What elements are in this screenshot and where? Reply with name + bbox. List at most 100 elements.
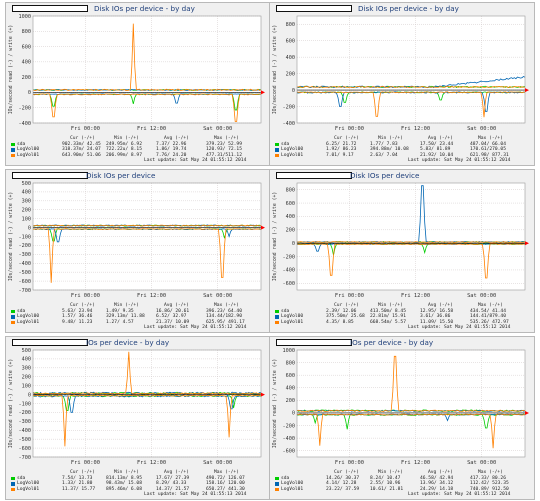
legend-row: sda 14.26/ 30.37 8.24/ 10.47 46.58/ 42.94 41… — [270, 476, 534, 482]
legend-header-cur: Cur (-/+) — [334, 303, 359, 308]
redacted-hostname-box — [276, 339, 352, 346]
legend-value-cur: 14.26/ 30.37 — [326, 475, 360, 481]
legend-swatch — [11, 315, 15, 319]
legend-row: LogVol01 4.35/ 8.85 668.54m/ 5.57 11.09/ 15… — [270, 320, 534, 326]
x-tick-label: Fri 00:00 — [71, 293, 100, 299]
legend-series-name: LogVol00 — [17, 481, 40, 487]
y-tick-label: -500 — [19, 270, 32, 276]
line-chart: 500 400 300 200 100 0 -100 -200 -300 -400 -500 -600… — [8, 348, 265, 466]
x-tick-label: Sat 00:00 — [203, 126, 232, 132]
legend-value-max: 740.89/ 912.50 — [470, 486, 509, 492]
y-tick-label: -400 — [19, 428, 32, 434]
y-tick-label: 0 — [292, 88, 295, 94]
legend-header-cur: Cur (-/+) — [334, 470, 359, 475]
legend-row: LogVol00 1.33/ 21.80 98.43m/ 15.08 8.29/ 43… — [6, 481, 270, 487]
y-tick-label: -100 — [19, 401, 32, 407]
plot-frame — [296, 15, 526, 124]
graph-panel: Disk IOs per device 800 600 400 200 0 -200 -400… — [269, 169, 535, 333]
legend-value-min: 8.24/ 10.47 — [370, 475, 401, 481]
legend-swatch — [275, 476, 279, 481]
y-tick-label: 100 — [22, 216, 31, 222]
plot-frame — [32, 15, 262, 124]
legend-header-row: Cur (-/+) Min (-/+) Avg (-/+) Max (-/+) — [6, 136, 270, 142]
y-tick-label: -300 — [19, 252, 32, 258]
x-tick-label: Fri 12:00 — [401, 293, 430, 299]
y-tick-label: 1000 — [283, 348, 296, 354]
legend-swatch — [275, 487, 279, 492]
legend-row: LogVol01 23.22/ 37.59 10.61/ 21.81 24.29/ 1… — [270, 487, 534, 493]
legend-value-cur: 643.90m/ 51.06 — [62, 152, 101, 158]
legend-value-avg: 5.83/ 81.89 — [420, 147, 451, 153]
legend-series-name: LogVol00 — [281, 314, 304, 320]
x-tick-label: Sat 00:00 — [203, 460, 232, 466]
legend-value-max: 650.27/ 441.30 — [206, 486, 245, 492]
plot-frame — [32, 349, 262, 458]
legend-value-max: 535.26/ 472.97 — [470, 319, 509, 325]
x-tick-label: Fri 12:00 — [401, 126, 430, 132]
legend-value-min: 413.50m/ 8.45 — [370, 308, 406, 314]
legend-value-avg: 7.76/ 24.20 — [156, 152, 187, 158]
legend-series-name: sda — [17, 141, 26, 147]
legend-header-cur: Cur (-/+) — [70, 136, 95, 141]
x-tick-label: Sat 00:00 — [467, 460, 496, 466]
series-line-read — [296, 91, 526, 118]
legend-value-max: 396.23/ 64.40 — [206, 308, 242, 314]
last-update-row: Last update: Sat May 24 01:55:12 2014 — [6, 325, 270, 331]
legend-row: LogVol00 1.57/ 36.46 329.13m/ 11.88 6.52/ 3… — [6, 314, 270, 320]
legend-header-row: Cur (-/+) Min (-/+) Avg (-/+) Max (-/+) — [270, 136, 534, 142]
y-tick-label: 400 — [22, 357, 31, 363]
legend-row: LogVol00 1.92/ 86.23 394.88m/ 10.08 5.83/ 8… — [270, 147, 534, 153]
last-update-row: Last update: Sat May 24 01:55:12 2014 — [270, 325, 534, 331]
legend-swatch — [11, 142, 15, 147]
y-tick-label: -400 — [283, 436, 296, 442]
legend-value-min: 1.77/ 7.83 — [370, 141, 398, 147]
legend-value-min: 2.55/ 10.96 — [370, 481, 401, 487]
graph-title: IOs per device - by day — [350, 338, 434, 347]
y-tick-label: 0 — [28, 392, 31, 398]
legend-swatch — [275, 482, 279, 486]
graph-panel: IOs per device - by day 500 400 300 200 100 0 -… — [5, 336, 271, 500]
legend-series-name: LogVol01 — [17, 486, 40, 492]
y-tick-label: 0 — [292, 411, 295, 417]
legend-header-row: Cur (-/+) Min (-/+) Avg (-/+) Max (-/+) — [270, 470, 534, 476]
x-tick-label: Sat 00:00 — [467, 293, 496, 299]
legend-value-max: 625.95/ 491.17 — [206, 319, 245, 325]
y-axis-label: IOs/second read (-) / write (+) — [272, 25, 278, 115]
legend-header-row: Cur (-/+) Min (-/+) Avg (-/+) Max (-/+) — [6, 470, 270, 476]
legend-row: LogVol01 643.90m/ 51.06 206.99m/ 8.97 7.76/… — [6, 153, 270, 159]
y-tick-label: 400 — [286, 386, 295, 392]
y-axis-label: IOs/second read (-) / write (+) — [8, 192, 14, 282]
legend-value-avg: 1.86/ 19.74 — [156, 147, 187, 153]
series-line-write — [32, 23, 262, 91]
last-update-text: Last update: Sat May 24 01:55:12 2014 — [408, 158, 511, 164]
legend-value-avg: 21.92/ 10.04 — [420, 152, 454, 158]
y-tick-label: 300 — [22, 199, 31, 205]
legend-header-min: Min (-/+) — [114, 136, 139, 141]
legend-header-max: Max (-/+) — [478, 136, 503, 141]
y-tick-label: 200 — [22, 75, 31, 81]
y-tick-label: 600 — [286, 38, 295, 44]
y-tick-label: -200 — [283, 254, 296, 260]
series-line-read — [296, 243, 526, 279]
legend-value-min: 1.27/ 4.57 — [106, 319, 134, 325]
y-tick-label: -700 — [19, 455, 32, 461]
y-tick-label: 200 — [286, 228, 295, 234]
legend-header-avg: Avg (-/+) — [428, 303, 453, 308]
y-tick-label: -200 — [283, 104, 296, 110]
y-tick-label: 200 — [22, 208, 31, 214]
line-chart: 1000 800 600 400 200 0 -200 -400 -600 Fri 00:00 Fr… — [272, 348, 529, 466]
series-line-read — [32, 394, 262, 447]
legend-header-avg: Avg (-/+) — [164, 136, 189, 141]
x-tick-label: Sat 00:00 — [467, 126, 496, 132]
y-tick-label: 300 — [22, 366, 31, 372]
legend-value-max: 120.93/ 72.15 — [206, 147, 242, 153]
legend-header-avg: Avg (-/+) — [428, 470, 453, 475]
y-tick-label: 400 — [22, 60, 31, 66]
y-tick-label: -400 — [19, 121, 32, 127]
legend-header-min: Min (-/+) — [378, 303, 403, 308]
y-tick-label: 200 — [286, 71, 295, 77]
last-update-text: Last update: Sat May 24 01:55:12 2014 — [408, 492, 511, 498]
legend-table: Cur (-/+) Min (-/+) Avg (-/+) Max (-/+) sda 2… — [270, 303, 534, 331]
legend-value-max: 158.16/ 120.00 — [206, 481, 245, 487]
legend-value-cur: 6.25/ 21.72 — [326, 141, 357, 147]
